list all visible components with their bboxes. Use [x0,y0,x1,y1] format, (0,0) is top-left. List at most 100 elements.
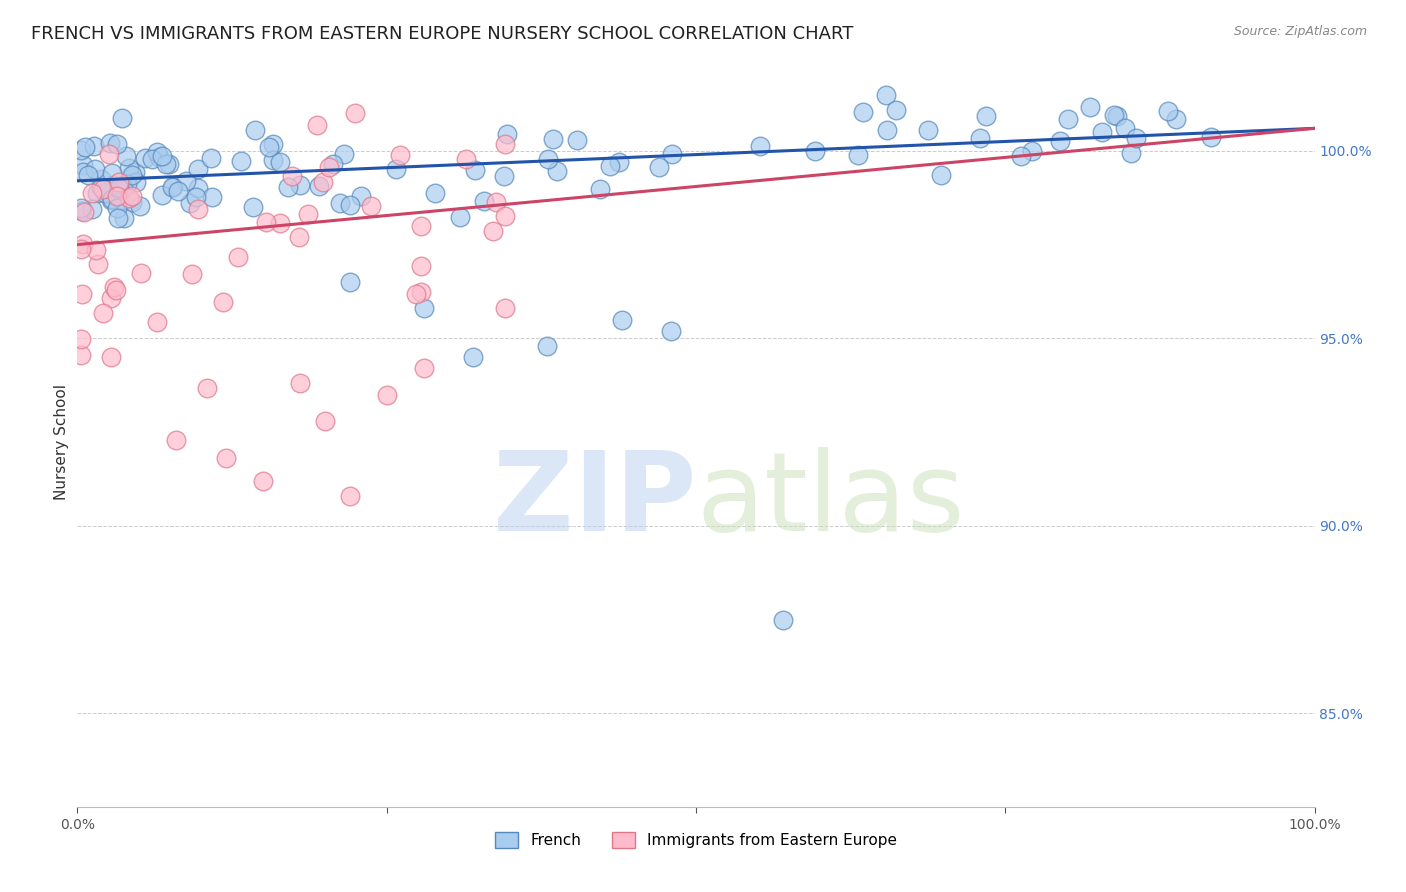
Point [875,87,897,102]
Point [252,474,274,488]
Point [101,178,124,193]
Point [84,162,107,177]
Point [91,182,114,196]
Point [242,200,264,214]
Point [375,387,398,401]
Point [101,166,124,180]
Point [150,149,173,163]
Point [111,111,134,125]
Point [481,224,503,238]
Point [160,179,183,194]
Point [492,169,515,183]
Point [72,204,94,219]
Y-axis label: Nursery School: Nursery School [53,384,69,500]
Point [150,187,173,202]
Point [541,131,564,145]
Point [610,312,633,326]
Point [73,140,96,154]
Point [884,103,907,117]
Point [129,266,152,280]
Point [134,152,156,166]
Point [121,169,143,183]
Point [86,243,108,257]
Point [852,105,875,120]
Point [537,152,560,166]
Point [1104,108,1126,122]
Point [929,168,952,182]
Point [494,301,516,315]
Point [118,161,141,175]
Text: Source: ZipAtlas.com: Source: ZipAtlas.com [1233,25,1367,38]
Point [322,157,344,171]
Point [107,180,129,194]
Point [146,315,169,329]
Point [599,159,621,173]
Point [111,181,134,195]
Point [129,199,152,213]
Point [174,174,197,188]
Point [385,162,408,177]
Point [349,189,371,203]
Point [311,175,333,189]
Point [280,169,302,184]
Point [108,180,131,194]
Point [1049,135,1071,149]
Point [187,202,209,217]
Point [494,209,516,223]
Point [105,201,128,215]
Point [412,301,434,316]
Point [288,178,311,193]
Point [297,207,319,221]
Point [318,160,340,174]
Point [974,109,997,123]
Point [146,145,169,159]
Point [148,149,170,163]
Point [659,324,682,338]
Point [305,119,328,133]
Point [1021,144,1043,158]
Point [103,279,125,293]
Point [1091,125,1114,139]
Point [1114,120,1136,135]
Point [339,275,361,289]
Point [423,186,446,200]
Point [409,219,432,234]
Point [463,350,485,364]
Point [409,285,432,299]
Point [389,148,412,162]
Point [1119,146,1142,161]
Point [546,164,568,178]
Point [262,136,284,151]
Point [1105,109,1128,123]
Point [228,250,250,264]
Point [1201,129,1223,144]
Point [107,211,129,225]
Point [609,154,631,169]
Point [1010,149,1032,163]
Point [332,147,354,161]
Point [339,489,361,503]
Point [411,260,433,274]
Point [494,137,516,152]
Point [90,180,112,194]
Point [105,283,128,297]
Point [749,138,772,153]
Point [91,305,114,319]
Point [1056,112,1078,126]
Point [200,151,222,165]
Point [73,205,96,219]
Point [412,361,434,376]
Point [70,286,93,301]
Point [165,433,187,447]
Point [254,215,277,229]
Point [70,143,93,157]
Point [70,242,93,256]
Point [155,157,177,171]
Point [124,165,146,179]
Point [495,127,517,141]
Point [100,291,122,305]
Point [70,348,93,362]
Point [72,237,94,252]
Point [969,130,991,145]
Point [464,163,486,178]
